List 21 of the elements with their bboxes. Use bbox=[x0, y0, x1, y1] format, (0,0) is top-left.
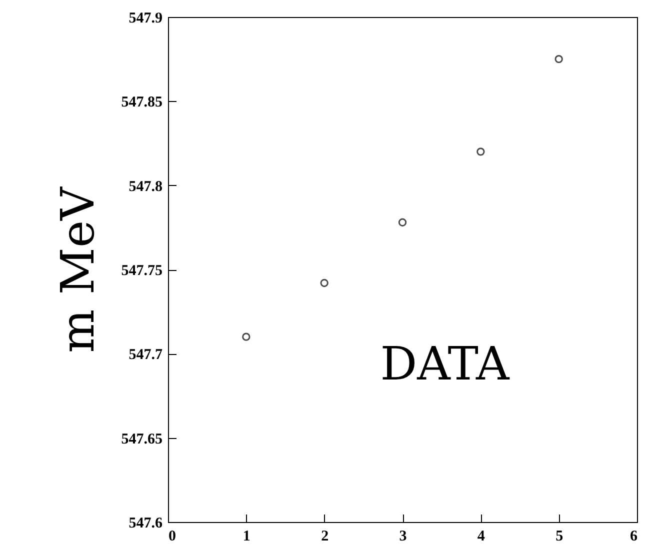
x-tick-label: 0 bbox=[168, 528, 176, 544]
y-tick-label: 547.9 bbox=[128, 10, 162, 26]
x-tick-label: 1 bbox=[242, 528, 250, 544]
x-tick-label: 4 bbox=[477, 528, 486, 544]
y-tick-label: 547.6 bbox=[128, 516, 163, 532]
y-axis-title: m MeV bbox=[50, 186, 104, 353]
y-tick-label: 547.75 bbox=[121, 263, 162, 279]
point bbox=[398, 218, 407, 226]
y-tick-label: 547.85 bbox=[121, 94, 162, 111]
y-tick-label: 547.7 bbox=[128, 347, 163, 364]
point bbox=[320, 278, 328, 288]
point bbox=[476, 148, 485, 156]
x-tick-label: 2 bbox=[321, 528, 329, 544]
x-tick-label: 6 bbox=[630, 528, 638, 544]
annotation: DATA bbox=[380, 336, 510, 390]
x-tick-label: 3 bbox=[399, 528, 407, 544]
point bbox=[242, 332, 250, 341]
point bbox=[554, 54, 563, 64]
y-tick-label: 547.65 bbox=[121, 431, 162, 448]
x-tick-label: 5 bbox=[556, 528, 564, 544]
y-tick-label: 547.8 bbox=[128, 178, 162, 195]
